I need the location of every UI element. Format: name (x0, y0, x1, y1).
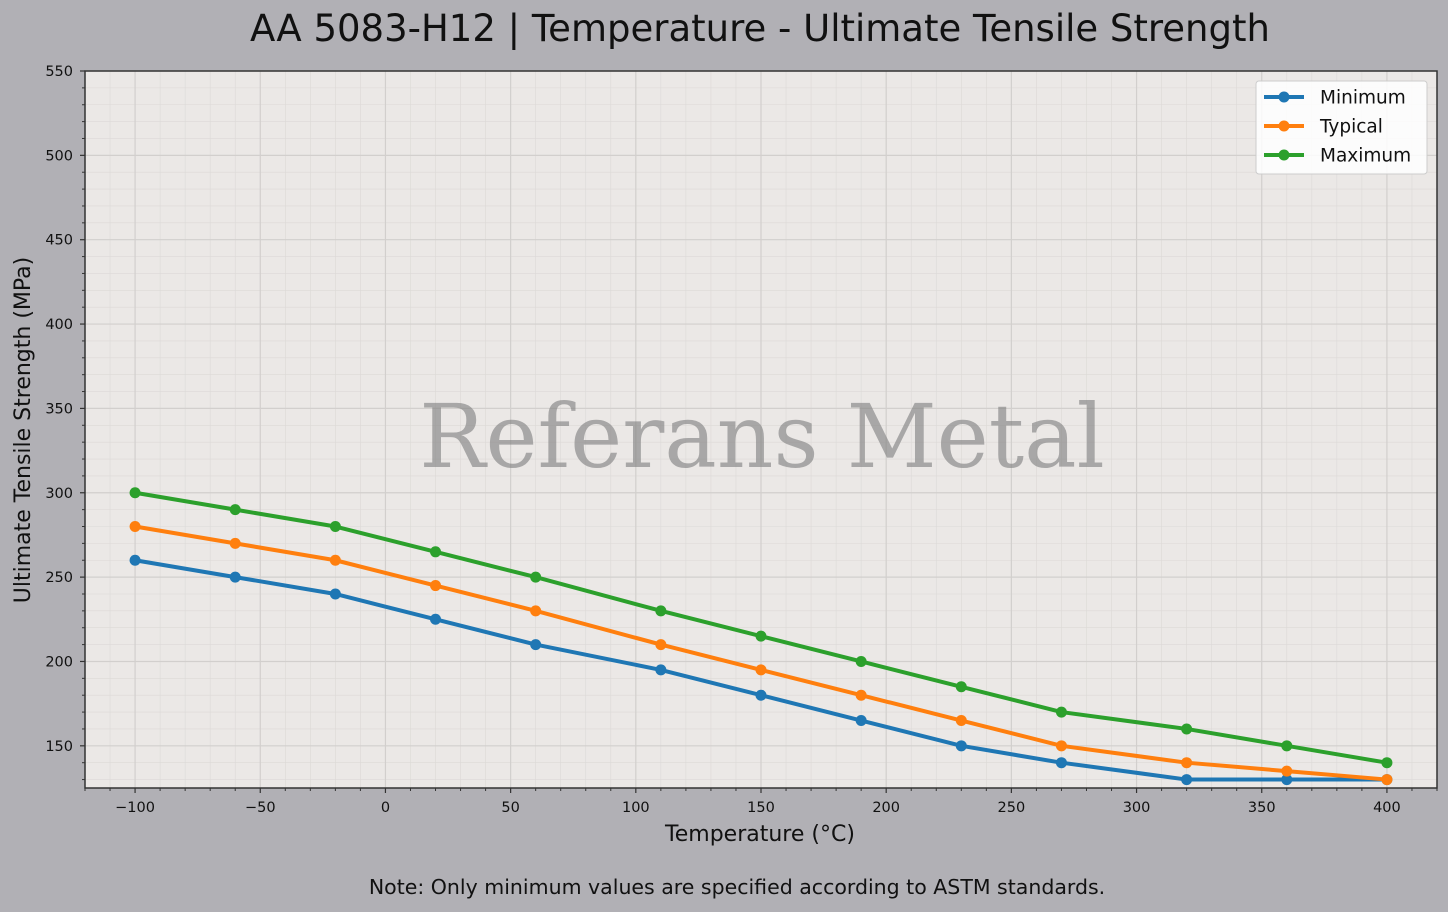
chart-note: Note: Only minimum values are specified … (368, 875, 1106, 899)
legend-marker-minimum (1278, 91, 1290, 103)
data-point-maximum (129, 487, 141, 499)
data-point-maximum (655, 605, 667, 617)
series-minimum (129, 554, 1393, 786)
y-tick-label: 150 (45, 739, 73, 755)
data-point-maximum (1055, 706, 1067, 718)
data-point-maximum (955, 681, 967, 693)
data-point-minimum (855, 715, 867, 727)
x-axis-label: Temperature (°C) (664, 822, 855, 847)
data-point-minimum (329, 588, 341, 600)
legend-marker-maximum (1278, 149, 1290, 161)
x-tick-label: 400 (1373, 800, 1401, 816)
data-point-minimum (229, 571, 241, 583)
data-point-maximum (229, 504, 241, 516)
x-tick-label: 150 (747, 800, 775, 816)
data-point-typical (329, 554, 341, 566)
x-tick-label: 200 (872, 800, 900, 816)
data-point-minimum (1055, 757, 1067, 769)
data-point-typical (655, 639, 667, 651)
data-point-minimum (1281, 774, 1293, 786)
y-tick-label: 450 (45, 233, 73, 249)
legend-label-typical: Typical (1319, 117, 1383, 138)
x-tick-label: 350 (1248, 800, 1276, 816)
data-point-typical (855, 689, 867, 701)
data-point-maximum (755, 630, 767, 642)
legend: Minimum Typical Maximum (1255, 80, 1428, 175)
data-point-maximum (329, 521, 341, 533)
x-tick-label: −100 (115, 800, 155, 816)
x-tick-label: −50 (245, 800, 276, 816)
watermark: Referans Metal (419, 385, 1104, 488)
x-tick-label: 250 (998, 800, 1026, 816)
data-point-typical (1181, 757, 1193, 769)
data-point-maximum (1281, 740, 1293, 752)
data-point-minimum (530, 639, 542, 651)
data-point-typical (1281, 765, 1293, 777)
data-point-minimum (955, 740, 967, 752)
chart-title: AA 5083-H12 | Temperature - Ultimate Ten… (250, 7, 1270, 50)
y-tick-label: 350 (45, 401, 73, 417)
tick-labels: −100 −50 0 50 100 150 200 250 300 350 400 150 200 250… (45, 64, 1400, 816)
data-point-minimum (129, 554, 141, 566)
y-tick-label: 500 (45, 148, 73, 164)
y-tick-label: 250 (45, 570, 73, 586)
legend-label-maximum: Maximum (1320, 146, 1411, 167)
y-tick-label: 400 (45, 317, 73, 333)
data-point-typical (530, 605, 542, 617)
data-point-typical (1055, 740, 1067, 752)
y-tick-label: 200 (45, 654, 73, 670)
x-tick-label: 300 (1123, 800, 1151, 816)
data-point-typical (129, 521, 141, 533)
data-point-typical (430, 580, 442, 592)
data-point-maximum (1181, 723, 1193, 735)
data-point-maximum (855, 655, 867, 667)
legend-marker-typical (1278, 120, 1290, 132)
axis-ticks (80, 70, 1438, 793)
series-typical (129, 521, 1393, 786)
data-point-maximum (430, 546, 442, 558)
x-tick-label: 100 (622, 800, 650, 816)
data-point-minimum (430, 613, 442, 625)
x-tick-label: 50 (501, 800, 519, 816)
data-point-typical (229, 537, 241, 549)
data-point-typical (1381, 774, 1393, 786)
y-tick-label: 300 (45, 486, 73, 502)
y-tick-label: 550 (45, 64, 73, 80)
data-point-minimum (755, 689, 767, 701)
data-point-maximum (1381, 757, 1393, 769)
data-point-maximum (530, 571, 542, 583)
data-point-minimum (655, 664, 667, 676)
legend-label-minimum: Minimum (1320, 88, 1406, 109)
series-maximum (129, 487, 1393, 769)
data-point-minimum (1181, 774, 1193, 786)
series-lines (129, 487, 1393, 786)
data-point-typical (955, 715, 967, 727)
x-tick-label: 0 (381, 800, 390, 816)
legend-box (1255, 80, 1428, 175)
y-axis-label: Ultimate Tensile Strength (MPa) (11, 257, 36, 603)
data-point-typical (755, 664, 767, 676)
